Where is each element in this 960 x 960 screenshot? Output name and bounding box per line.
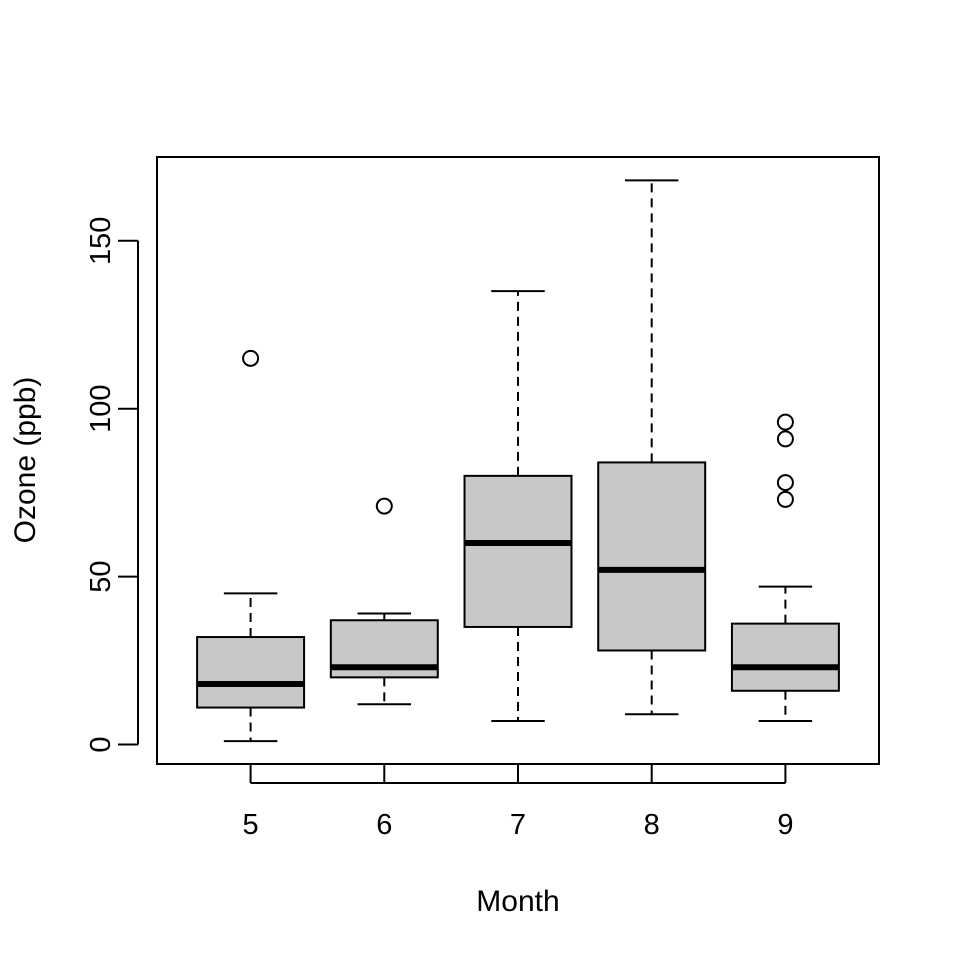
outlier-point [776, 474, 794, 492]
y-tick-label: 50 [85, 560, 117, 592]
box-group-7 [463, 290, 573, 722]
box-group-9 [730, 413, 840, 722]
x-tick-label: 9 [777, 809, 793, 841]
x-axis-title: Month [476, 885, 559, 918]
box-iqr [730, 622, 840, 692]
y-tick-label: 150 [85, 217, 117, 265]
outlier-point [776, 413, 794, 431]
y-tick-label: 100 [85, 385, 117, 433]
y-axis: 0 50 100 150 [85, 217, 139, 753]
box-iqr [196, 636, 306, 709]
outlier-point [375, 497, 393, 515]
box-group-5 [196, 349, 306, 743]
outlier-point [776, 430, 794, 448]
box-group-6 [329, 497, 439, 706]
outlier-point [242, 349, 260, 367]
box-iqr [597, 461, 707, 652]
x-tick-label: 5 [243, 809, 259, 841]
x-axis: 5 6 7 8 9 [243, 764, 793, 841]
plot-marks [196, 179, 840, 743]
y-axis-title: Ozone (ppb) [9, 377, 42, 544]
x-tick-label: 7 [510, 809, 526, 841]
box-iqr [463, 474, 573, 628]
box-group-8 [597, 179, 707, 716]
x-tick-label: 6 [376, 809, 392, 841]
x-tick-label: 8 [644, 809, 660, 841]
outlier-point [776, 490, 794, 508]
y-tick-label: 0 [85, 736, 117, 752]
